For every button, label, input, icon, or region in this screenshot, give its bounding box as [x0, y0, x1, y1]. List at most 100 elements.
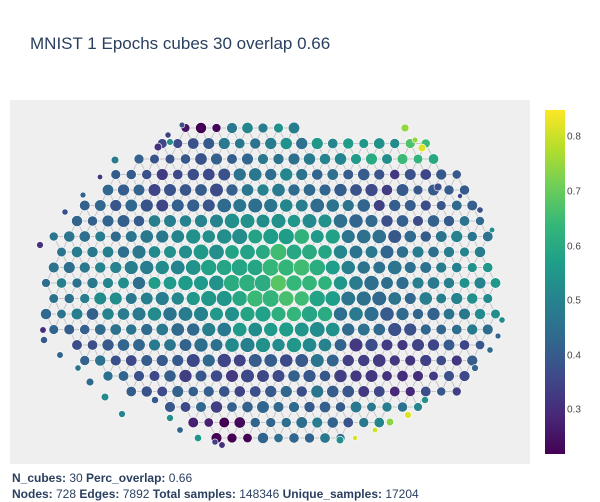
graph-node[interactable]	[85, 377, 95, 387]
graph-node[interactable]	[286, 306, 302, 322]
graph-node[interactable]	[224, 244, 240, 260]
graph-node[interactable]	[389, 169, 401, 180]
graph-node[interactable]	[272, 153, 285, 165]
graph-node[interactable]	[435, 355, 447, 366]
graph-node[interactable]	[380, 214, 394, 228]
graph-node[interactable]	[348, 244, 364, 260]
graph-node[interactable]	[335, 435, 345, 445]
graph-node[interactable]	[209, 306, 224, 322]
graph-node[interactable]	[209, 338, 224, 352]
graph-node[interactable]	[132, 276, 146, 290]
graph-node[interactable]	[216, 290, 233, 307]
graph-node[interactable]	[140, 323, 153, 336]
graph-node[interactable]	[333, 244, 348, 260]
graph-node[interactable]	[381, 184, 393, 196]
graph-node[interactable]	[426, 307, 441, 321]
graph-node[interactable]	[443, 277, 455, 289]
graph-node[interactable]	[385, 417, 395, 427]
graph-node[interactable]	[295, 416, 308, 429]
graph-node[interactable]	[308, 259, 326, 276]
graph-node[interactable]	[110, 155, 120, 165]
graph-node[interactable]	[348, 275, 364, 291]
graph-node[interactable]	[433, 182, 443, 192]
graph-node[interactable]	[63, 261, 76, 274]
graph-node[interactable]	[202, 167, 216, 182]
graph-node[interactable]	[287, 121, 301, 135]
graph-node[interactable]	[396, 370, 409, 382]
graph-node[interactable]	[40, 308, 52, 320]
graph-node[interactable]	[48, 324, 59, 335]
graph-node[interactable]	[249, 137, 262, 150]
graph-node[interactable]	[270, 306, 287, 322]
graph-node[interactable]	[474, 246, 486, 258]
graph-node[interactable]	[148, 214, 161, 228]
graph-node[interactable]	[474, 308, 486, 320]
graph-node[interactable]	[340, 260, 356, 275]
graph-node[interactable]	[255, 213, 271, 229]
graph-node[interactable]	[200, 290, 218, 307]
graph-node[interactable]	[216, 197, 232, 214]
graph-node[interactable]	[435, 261, 448, 274]
graph-node[interactable]	[411, 136, 419, 144]
graph-node[interactable]	[335, 401, 346, 413]
graph-node[interactable]	[473, 276, 487, 290]
graph-node[interactable]	[325, 259, 341, 276]
graph-node[interactable]	[241, 122, 254, 134]
graph-node[interactable]	[147, 306, 162, 322]
graph-node[interactable]	[451, 323, 463, 336]
graph-node[interactable]	[364, 214, 379, 228]
graph-node[interactable]	[155, 354, 169, 367]
graph-node[interactable]	[363, 306, 380, 322]
graph-node[interactable]	[151, 396, 159, 404]
graph-node[interactable]	[149, 153, 160, 165]
graph-node[interactable]	[124, 198, 138, 213]
graph-node[interactable]	[308, 290, 326, 307]
graph-node[interactable]	[317, 213, 333, 229]
graph-node[interactable]	[171, 354, 184, 367]
graph-node[interactable]	[294, 321, 310, 338]
graph-node[interactable]	[231, 290, 248, 307]
graph-node[interactable]	[379, 306, 395, 322]
graph-node[interactable]	[381, 153, 393, 165]
graph-node[interactable]	[226, 432, 238, 444]
graph-node[interactable]	[317, 275, 333, 291]
graph-node[interactable]	[442, 307, 456, 321]
graph-node[interactable]	[110, 354, 122, 367]
graph-node[interactable]	[185, 259, 202, 276]
graph-node[interactable]	[147, 276, 162, 290]
graph-node[interactable]	[79, 355, 91, 366]
graph-node[interactable]	[101, 245, 115, 259]
graph-node[interactable]	[248, 353, 263, 368]
graph-node[interactable]	[71, 246, 83, 258]
graph-node[interactable]	[257, 432, 269, 444]
graph-node[interactable]	[94, 354, 107, 367]
graph-node[interactable]	[352, 435, 358, 441]
graph-node[interactable]	[286, 337, 302, 353]
graph-node[interactable]	[364, 183, 379, 197]
graph-node[interactable]	[301, 213, 318, 229]
graph-node[interactable]	[294, 353, 309, 368]
graph-node[interactable]	[396, 214, 409, 228]
graph-node[interactable]	[202, 385, 215, 398]
graph-node[interactable]	[451, 261, 463, 274]
graph-node[interactable]	[319, 153, 331, 165]
graph-node[interactable]	[395, 183, 410, 197]
graph-node[interactable]	[404, 199, 417, 212]
graph-node[interactable]	[255, 337, 271, 353]
graph-node[interactable]	[271, 338, 286, 352]
graph-node[interactable]	[194, 214, 208, 228]
graph-node[interactable]	[421, 396, 429, 404]
graph-node[interactable]	[117, 338, 130, 352]
graph-node[interactable]	[109, 291, 123, 306]
graph-node[interactable]	[125, 292, 138, 305]
graph-node[interactable]	[400, 123, 410, 133]
graph-node[interactable]	[211, 123, 222, 133]
graph-node[interactable]	[356, 198, 371, 213]
graph-node[interactable]	[459, 184, 470, 196]
graph-node[interactable]	[451, 199, 463, 212]
graph-node[interactable]	[140, 354, 153, 367]
graph-node[interactable]	[242, 432, 253, 443]
graph-node[interactable]	[348, 213, 364, 229]
graph-node[interactable]	[350, 153, 362, 165]
graph-node[interactable]	[156, 168, 169, 181]
